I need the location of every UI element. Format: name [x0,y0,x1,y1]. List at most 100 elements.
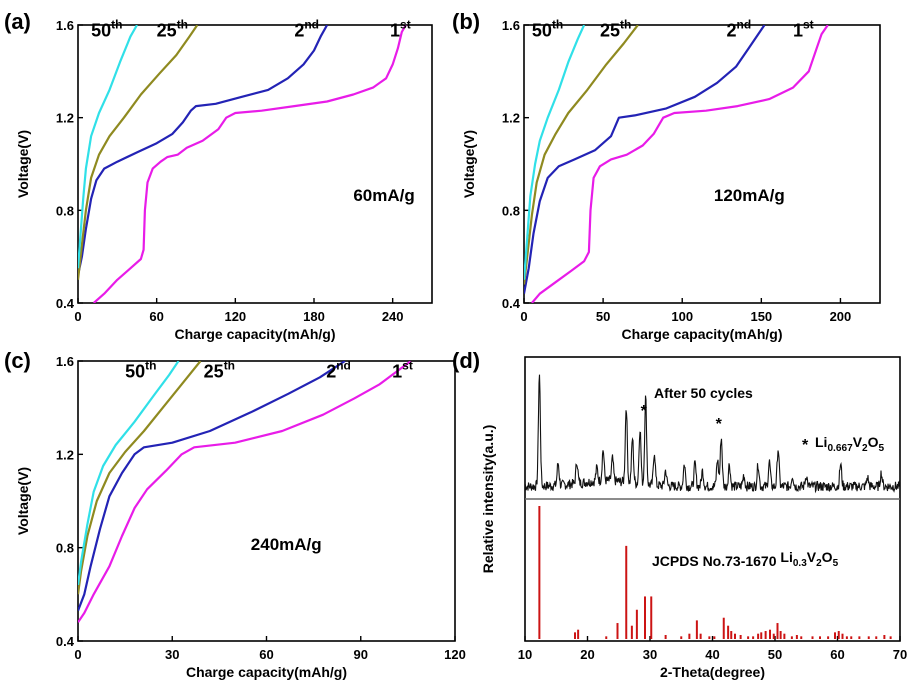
series-label-suffix: th [177,18,188,32]
series-label-suffix: nd [336,358,351,372]
series-label-number: 2 [294,21,304,41]
series-label-2nd: 2nd [294,18,319,41]
y-tick-label: 0.8 [502,203,520,218]
x-tick-label: 60 [149,309,163,324]
y-axis-title: Relative intensity(a.u.) [480,425,496,574]
series-label-suffix: nd [737,18,752,32]
series-label-suffix: nd [304,18,319,32]
subscript: 2 [862,443,868,454]
x-axis-title: 2-Theta(degree) [660,664,765,680]
xrd-pattern-line [524,374,901,494]
x-tick-label: 60 [259,647,273,662]
y-axis-title: Voltage(V) [461,130,477,198]
x-tick-label: 120 [224,309,246,324]
x-tick-label: 30 [165,647,179,662]
series-label-50th: 50th [125,358,156,381]
phase-label: Li0.667V2O5 [815,434,885,454]
panel-label: (b) [452,9,480,34]
plot-frame [77,360,456,642]
x-tick-label: 10 [518,647,532,662]
y-tick-label: 1.2 [56,111,74,126]
panel-label: (d) [452,348,480,373]
panel-label: (c) [4,348,31,373]
series-line-50th [524,25,586,280]
series-label-suffix: th [552,18,563,32]
series-label-suffix: th [620,18,631,32]
series-label-number: 50 [91,21,111,41]
series-label-25th: 25th [600,18,631,41]
series-label-1st: 1st [392,358,413,381]
rate-annotation: 60mA/g [353,186,414,205]
rate-annotation: 240mA/g [251,535,322,554]
x-tick-label: 100 [671,309,693,324]
formula-text: Li [780,549,792,565]
y-tick-label: 0.4 [56,296,75,311]
x-tick-label: 0 [74,647,81,662]
y-tick-label: 1.2 [502,111,520,126]
series-line-2nd [524,25,766,294]
y-tick-label: 0.4 [502,296,521,311]
x-tick-label: 70 [893,647,907,662]
phase-star-marker: * [716,416,723,433]
reference-card-text: JCPDS No.73-1670 [652,553,780,569]
x-tick-label: 30 [643,647,657,662]
y-axis-title: Voltage(V) [15,130,31,198]
formula-text: V [853,434,863,450]
subscript: 5 [833,558,839,569]
phase-star-marker: * [641,403,648,420]
y-axis-title: Voltage(V) [15,467,31,535]
y-tick-label: 1.6 [502,18,520,33]
series-label-50th: 50th [532,18,563,41]
series-label-25th: 25th [157,18,188,41]
y-tick-label: 1.6 [56,18,74,33]
x-tick-label: 50 [596,309,610,324]
chart-panel-c: (c) 0 30 60 90 120 0.4 0.8 1.2 1.6 Charge capacity… [4,348,466,680]
formula-text: O [822,549,833,565]
series-line-1st [78,361,412,623]
series-line-1st [92,25,407,303]
x-tick-label: 0 [520,309,527,324]
series-label-suffix: th [224,358,235,372]
series-line-25th [78,361,202,595]
x-tick-label: 120 [444,647,466,662]
series-line-25th [78,25,199,280]
series-label-number: 25 [204,361,224,381]
series-line-50th [78,25,138,269]
x-tick-label: 240 [382,309,404,324]
y-tick-label: 0.8 [56,203,74,218]
series-label-suffix: st [402,358,413,372]
series-label-1st: 1st [390,18,411,41]
series-label-number: 1 [793,21,803,41]
series-label-50th: 50th [91,18,122,41]
reference-label: JCPDS No.73-1670 Li0.3V2O5 [652,549,839,569]
rate-annotation: 120mA/g [714,186,785,205]
series-label-number: 2 [727,21,737,41]
x-tick-label: 60 [830,647,844,662]
plot-frame [77,24,433,304]
series-label-2nd: 2nd [326,358,351,381]
series-label-number: 25 [600,21,620,41]
formula-text: Li [815,434,827,450]
series-label-suffix: th [145,358,156,372]
series-label-suffix: st [803,18,814,32]
x-tick-label: 40 [705,647,719,662]
chart-panel-d: (d) 10 20 30 40 50 60 70 2-Theta(degree) Relative… [452,348,907,680]
x-tick-label: 180 [303,309,325,324]
subscript: 5 [879,443,885,454]
x-axis-title: Charge capacity(mAh/g) [186,664,347,680]
formula-text: O [868,434,879,450]
formula-text: V [807,549,817,565]
series-line-2nd [78,25,329,276]
series-label-suffix: st [400,18,411,32]
series-label-2nd: 2nd [727,18,752,41]
y-tick-label: 1.2 [56,447,74,462]
x-tick-label: 50 [768,647,782,662]
series-label-number: 50 [125,361,145,381]
series-label-number: 1 [390,21,400,41]
series-label-suffix: th [111,18,122,32]
panel-label: (a) [4,9,31,34]
series-label-number: 50 [532,21,552,41]
subscript: 0.3 [793,558,807,569]
x-tick-label: 200 [830,309,852,324]
